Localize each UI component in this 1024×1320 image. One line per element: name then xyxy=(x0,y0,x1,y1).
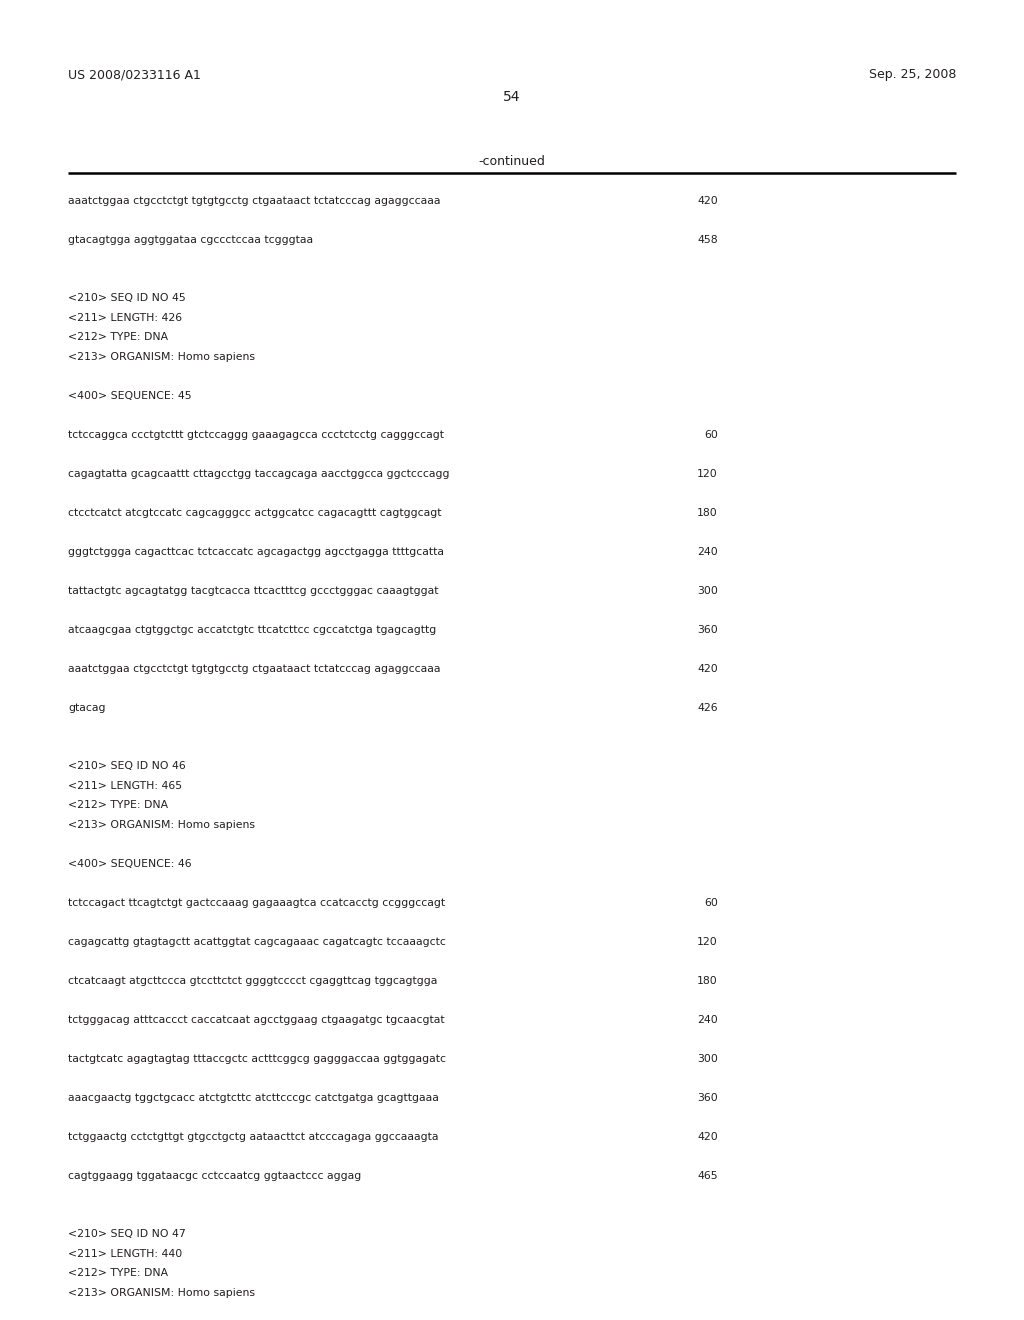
Text: aaatctggaa ctgcctctgt tgtgtgcctg ctgaataact tctatcccag agaggccaaa: aaatctggaa ctgcctctgt tgtgtgcctg ctgaata… xyxy=(68,664,440,675)
Text: 60: 60 xyxy=(705,430,718,440)
Text: tactgtcatc agagtagtag tttaccgctc actttcggcg gagggaccaa ggtggagatc: tactgtcatc agagtagtag tttaccgctc actttcg… xyxy=(68,1053,446,1064)
Text: 54: 54 xyxy=(503,90,521,104)
Text: <212> TYPE: DNA: <212> TYPE: DNA xyxy=(68,1269,168,1279)
Text: <211> LENGTH: 465: <211> LENGTH: 465 xyxy=(68,781,182,791)
Text: 300: 300 xyxy=(697,1053,718,1064)
Text: <213> ORGANISM: Homo sapiens: <213> ORGANISM: Homo sapiens xyxy=(68,1288,255,1298)
Text: -continued: -continued xyxy=(478,154,546,168)
Text: <400> SEQUENCE: 46: <400> SEQUENCE: 46 xyxy=(68,859,191,869)
Text: 180: 180 xyxy=(697,975,718,986)
Text: 420: 420 xyxy=(697,1133,718,1142)
Text: aaatctggaa ctgcctctgt tgtgtgcctg ctgaataact tctatcccag agaggccaaa: aaatctggaa ctgcctctgt tgtgtgcctg ctgaata… xyxy=(68,195,440,206)
Text: ctcatcaagt atgcttccca gtccttctct ggggtcccct cgaggttcag tggcagtgga: ctcatcaagt atgcttccca gtccttctct ggggtcc… xyxy=(68,975,437,986)
Text: cagagcattg gtagtagctt acattggtat cagcagaaac cagatcagtc tccaaagctc: cagagcattg gtagtagctt acattggtat cagcaga… xyxy=(68,937,445,946)
Text: 360: 360 xyxy=(697,624,718,635)
Text: ctcctcatct atcgtccatc cagcagggcc actggcatcc cagacagttt cagtggcagt: ctcctcatct atcgtccatc cagcagggcc actggca… xyxy=(68,508,441,517)
Text: <210> SEQ ID NO 47: <210> SEQ ID NO 47 xyxy=(68,1229,185,1239)
Text: 420: 420 xyxy=(697,664,718,675)
Text: <400> SEQUENCE: 45: <400> SEQUENCE: 45 xyxy=(68,391,191,401)
Text: gtacag: gtacag xyxy=(68,704,105,713)
Text: tattactgtc agcagtatgg tacgtcacca ttcactttcg gccctgggac caaagtggat: tattactgtc agcagtatgg tacgtcacca ttcactt… xyxy=(68,586,438,597)
Text: <210> SEQ ID NO 46: <210> SEQ ID NO 46 xyxy=(68,762,185,771)
Text: 360: 360 xyxy=(697,1093,718,1104)
Text: cagagtatta gcagcaattt cttagcctgg taccagcaga aacctggcca ggctcccagg: cagagtatta gcagcaattt cttagcctgg taccagc… xyxy=(68,469,450,479)
Text: 465: 465 xyxy=(697,1171,718,1181)
Text: tctccagact ttcagtctgt gactccaaag gagaaagtca ccatcacctg ccgggccagt: tctccagact ttcagtctgt gactccaaag gagaaag… xyxy=(68,898,445,908)
Text: cagtggaagg tggataacgc cctccaatcg ggtaactccc aggag: cagtggaagg tggataacgc cctccaatcg ggtaact… xyxy=(68,1171,361,1181)
Text: tctgggacag atttcaccct caccatcaat agcctggaag ctgaagatgc tgcaacgtat: tctgggacag atttcaccct caccatcaat agcctgg… xyxy=(68,1015,444,1026)
Text: Sep. 25, 2008: Sep. 25, 2008 xyxy=(868,69,956,81)
Text: <210> SEQ ID NO 45: <210> SEQ ID NO 45 xyxy=(68,293,185,304)
Text: 180: 180 xyxy=(697,508,718,517)
Text: tctccaggca ccctgtcttt gtctccaggg gaaagagcca ccctctcctg cagggccagt: tctccaggca ccctgtcttt gtctccaggg gaaagag… xyxy=(68,430,444,440)
Text: 426: 426 xyxy=(697,704,718,713)
Text: <212> TYPE: DNA: <212> TYPE: DNA xyxy=(68,333,168,342)
Text: 240: 240 xyxy=(697,1015,718,1026)
Text: <211> LENGTH: 426: <211> LENGTH: 426 xyxy=(68,313,182,323)
Text: <212> TYPE: DNA: <212> TYPE: DNA xyxy=(68,800,168,810)
Text: 300: 300 xyxy=(697,586,718,597)
Text: <213> ORGANISM: Homo sapiens: <213> ORGANISM: Homo sapiens xyxy=(68,352,255,362)
Text: 120: 120 xyxy=(697,469,718,479)
Text: US 2008/0233116 A1: US 2008/0233116 A1 xyxy=(68,69,201,81)
Text: 60: 60 xyxy=(705,898,718,908)
Text: 240: 240 xyxy=(697,546,718,557)
Text: 420: 420 xyxy=(697,195,718,206)
Text: <211> LENGTH: 440: <211> LENGTH: 440 xyxy=(68,1249,182,1259)
Text: <213> ORGANISM: Homo sapiens: <213> ORGANISM: Homo sapiens xyxy=(68,820,255,830)
Text: tctggaactg cctctgttgt gtgcctgctg aataacttct atcccagaga ggccaaagta: tctggaactg cctctgttgt gtgcctgctg aataact… xyxy=(68,1133,438,1142)
Text: atcaagcgaa ctgtggctgc accatctgtc ttcatcttcc cgccatctga tgagcagttg: atcaagcgaa ctgtggctgc accatctgtc ttcatct… xyxy=(68,624,436,635)
Text: gtacagtgga aggtggataa cgccctccaa tcgggtaa: gtacagtgga aggtggataa cgccctccaa tcgggta… xyxy=(68,235,313,246)
Text: aaacgaactg tggctgcacc atctgtcttc atcttcccgc catctgatga gcagttgaaa: aaacgaactg tggctgcacc atctgtcttc atcttcc… xyxy=(68,1093,439,1104)
Text: gggtctggga cagacttcac tctcaccatc agcagactgg agcctgagga ttttgcatta: gggtctggga cagacttcac tctcaccatc agcagac… xyxy=(68,546,444,557)
Text: 120: 120 xyxy=(697,937,718,946)
Text: 458: 458 xyxy=(697,235,718,246)
